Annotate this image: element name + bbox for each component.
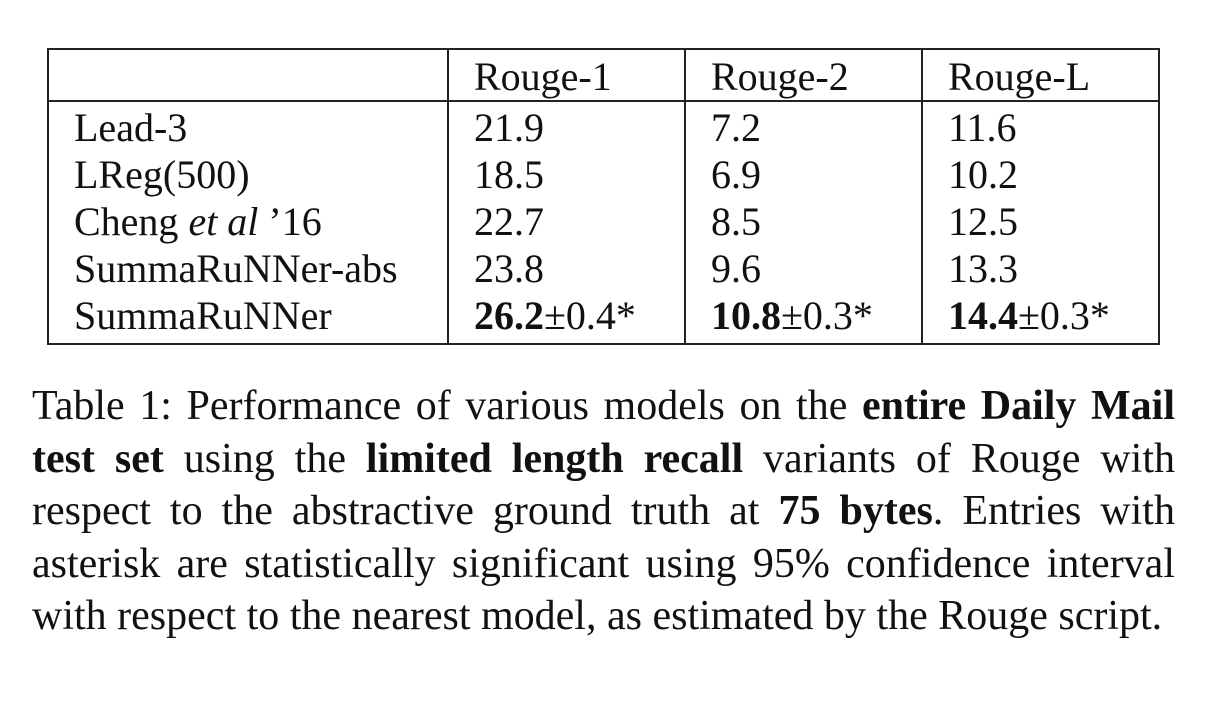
model-cell: SummaRuNNer [74,293,332,338]
table-header-row: Rouge-1 Rouge-2 Rouge-L [48,49,1159,101]
table-row: SummaRuNNer-abs 23.8 9.6 13.3 [48,245,1159,292]
rouge-2-cell: 10.8±0.3* [683,292,922,344]
model-cell: SummaRuNNer-abs [74,246,398,291]
table-row: LReg(500) 18.5 6.9 10.2 [48,151,1159,198]
header-rouge-l: Rouge-L [920,49,1159,101]
table-row: Lead-3 21.9 7.2 11.6 [48,101,1159,151]
rouge-l-cell: 14.4±0.3* [920,292,1159,344]
header-rouge-1: Rouge-1 [446,49,685,101]
rouge-1-cell: 18.5 [446,151,685,198]
table-row: SummaRuNNer 26.2±0.4* 10.8±0.3* 14.4±0.3… [48,292,1159,344]
rouge-l-cell: 10.2 [920,151,1159,198]
rouge-2-cell: 8.5 [683,198,922,245]
rouge-1-cell: 21.9 [446,101,685,151]
header-model [48,49,448,101]
table-caption: Table 1: Performance of various models o… [32,383,1176,639]
rouge-1-cell: 22.7 [446,198,685,245]
model-cell: Lead-3 [74,105,188,150]
rouge-1-cell: 26.2±0.4* [446,292,685,344]
header-rouge-2: Rouge-2 [683,49,922,101]
rouge-l-cell: 13.3 [920,245,1159,292]
rouge-2-cell: 9.6 [683,245,922,292]
table-row: Cheng et al ’16 22.7 8.5 12.5 [48,198,1159,245]
rouge-2-cell: 7.2 [683,101,922,151]
results-table: Rouge-1 Rouge-2 Rouge-L Lead-3 21.9 7.2 … [47,48,1160,345]
model-cell: LReg(500) [74,152,250,197]
rouge-2-cell: 6.9 [683,151,922,198]
rouge-1-cell: 23.8 [446,245,685,292]
model-cell: Cheng et al ’16 [74,199,322,244]
rouge-l-cell: 12.5 [920,198,1159,245]
rouge-l-cell: 11.6 [920,101,1159,151]
